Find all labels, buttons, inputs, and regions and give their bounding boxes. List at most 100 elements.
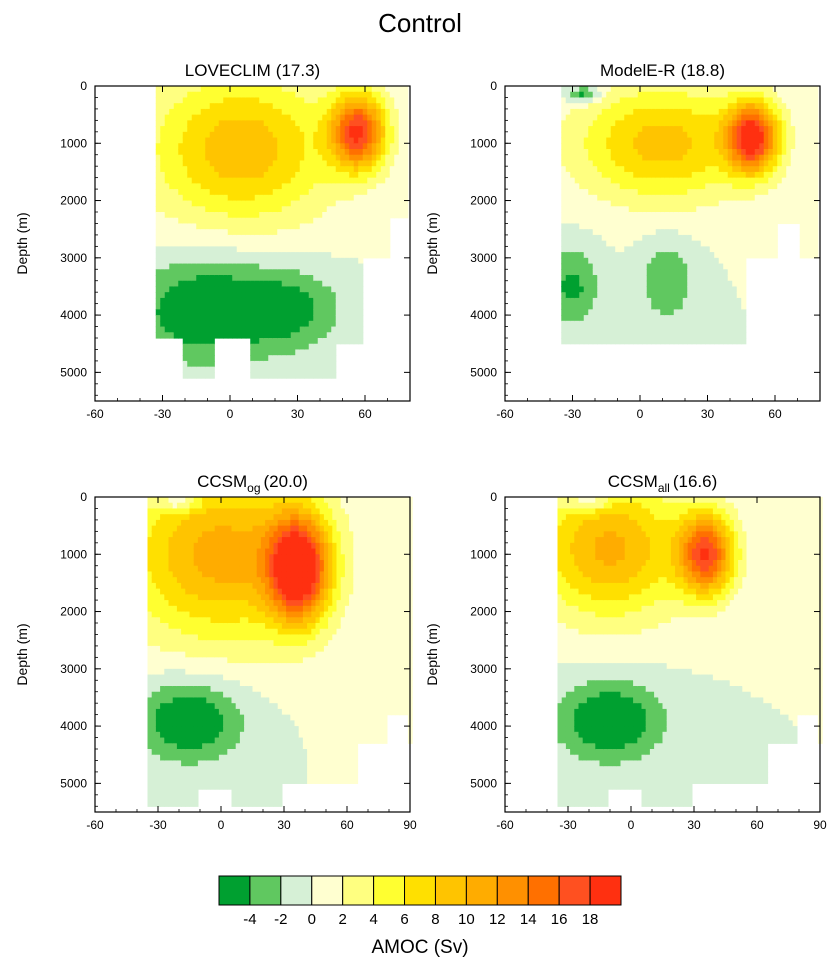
field-cell xyxy=(579,91,585,99)
field-cell xyxy=(705,212,711,219)
field-cell xyxy=(565,200,571,207)
field-cell xyxy=(268,275,274,282)
field-cell xyxy=(147,497,153,504)
field-cell xyxy=(610,252,616,259)
field-cell xyxy=(750,108,756,116)
field-cell xyxy=(682,120,688,127)
field-cell xyxy=(196,372,202,379)
field-cell xyxy=(223,143,229,150)
field-cell xyxy=(299,269,305,276)
field-cell xyxy=(349,286,355,293)
field-cell xyxy=(308,252,314,259)
field-cell xyxy=(624,171,630,179)
field-cell xyxy=(245,131,251,139)
field-cell xyxy=(367,160,373,167)
field-cell xyxy=(398,206,404,213)
field-cell xyxy=(335,103,341,110)
field-cell xyxy=(754,103,760,110)
field-cell xyxy=(754,252,760,259)
field-cell xyxy=(597,332,603,339)
field-cell xyxy=(196,366,202,373)
field-cell xyxy=(642,166,648,173)
field-cell xyxy=(317,108,323,116)
field-cell xyxy=(808,131,814,139)
field-cell xyxy=(250,217,256,225)
field-cell xyxy=(610,257,616,265)
field-cell xyxy=(173,206,179,213)
field-cell xyxy=(160,292,166,299)
field-cell xyxy=(768,217,774,225)
field-cell xyxy=(628,103,634,110)
field-cell xyxy=(777,120,783,127)
field-cell xyxy=(687,171,693,179)
field-cell xyxy=(250,149,256,156)
field-cell xyxy=(349,97,355,104)
field-cell xyxy=(574,189,580,196)
field-cell xyxy=(277,275,283,282)
field-cell xyxy=(178,320,184,328)
field-cell xyxy=(723,252,729,259)
field-cell xyxy=(763,131,769,139)
field-cell xyxy=(759,120,765,127)
field-cell xyxy=(250,349,256,356)
field-cell xyxy=(268,114,274,121)
field-cell xyxy=(245,177,251,184)
field-cell xyxy=(182,137,188,144)
field-cell xyxy=(205,86,211,93)
field-cell xyxy=(637,326,643,333)
field-cell xyxy=(660,217,666,225)
field-cell xyxy=(268,338,274,345)
field-cell xyxy=(299,257,305,265)
field-cell xyxy=(277,366,283,373)
field-cell xyxy=(772,183,778,190)
field-cell xyxy=(353,137,359,144)
field-cell xyxy=(570,246,576,253)
field-cell xyxy=(597,326,603,333)
field-cell xyxy=(308,200,314,207)
field-cell xyxy=(200,212,206,219)
field-cell xyxy=(750,223,756,230)
field-cell xyxy=(358,240,364,247)
field-cell xyxy=(295,303,301,310)
field-cell xyxy=(642,91,648,99)
field-cell xyxy=(642,154,648,162)
field-cell xyxy=(651,200,657,207)
field-cell xyxy=(147,686,153,693)
field-cell xyxy=(579,263,585,270)
field-cell xyxy=(588,194,594,202)
field-cell xyxy=(565,286,571,293)
field-cell xyxy=(592,246,598,253)
field-cell xyxy=(592,286,598,293)
field-cell xyxy=(777,194,783,202)
field-cell xyxy=(718,297,724,305)
field-cell xyxy=(660,252,666,259)
field-cell xyxy=(313,212,319,219)
field-cell xyxy=(209,86,215,93)
field-cell xyxy=(588,131,594,139)
field-cell xyxy=(682,206,688,213)
field-cell xyxy=(362,246,368,253)
field-cell xyxy=(741,240,747,247)
field-cell xyxy=(236,86,242,93)
field-cell xyxy=(714,137,720,144)
field-cell xyxy=(182,149,188,156)
field-cell xyxy=(385,160,391,167)
field-cell xyxy=(218,229,224,236)
field-cell xyxy=(259,343,265,351)
field-cell xyxy=(709,131,715,139)
field-cell xyxy=(250,355,256,362)
field-cell xyxy=(286,108,292,116)
field-cell xyxy=(804,149,810,156)
field-cell xyxy=(191,338,197,345)
field-cell xyxy=(344,315,350,322)
field-cell xyxy=(389,91,395,99)
field-cell xyxy=(592,160,598,167)
field-cell xyxy=(299,246,305,253)
field-cell xyxy=(241,240,247,247)
field-cell xyxy=(781,108,787,116)
field-cell xyxy=(799,91,805,99)
field-cell xyxy=(619,166,625,173)
field-cell xyxy=(205,131,211,139)
field-cell xyxy=(579,280,585,288)
field-cell xyxy=(362,177,368,184)
